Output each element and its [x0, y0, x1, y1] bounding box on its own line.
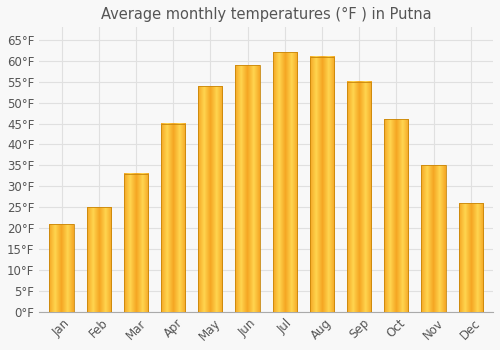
Bar [124, 174, 148, 312]
Bar [86, 207, 111, 312]
Bar [161, 124, 185, 312]
Bar [198, 86, 222, 312]
Bar [310, 57, 334, 312]
Bar [347, 82, 371, 312]
Bar [272, 52, 297, 312]
Bar [236, 65, 260, 312]
Bar [458, 203, 483, 312]
Bar [384, 119, 408, 312]
Bar [422, 165, 446, 312]
Title: Average monthly temperatures (°F ) in Putna: Average monthly temperatures (°F ) in Pu… [101, 7, 432, 22]
Bar [50, 224, 74, 312]
